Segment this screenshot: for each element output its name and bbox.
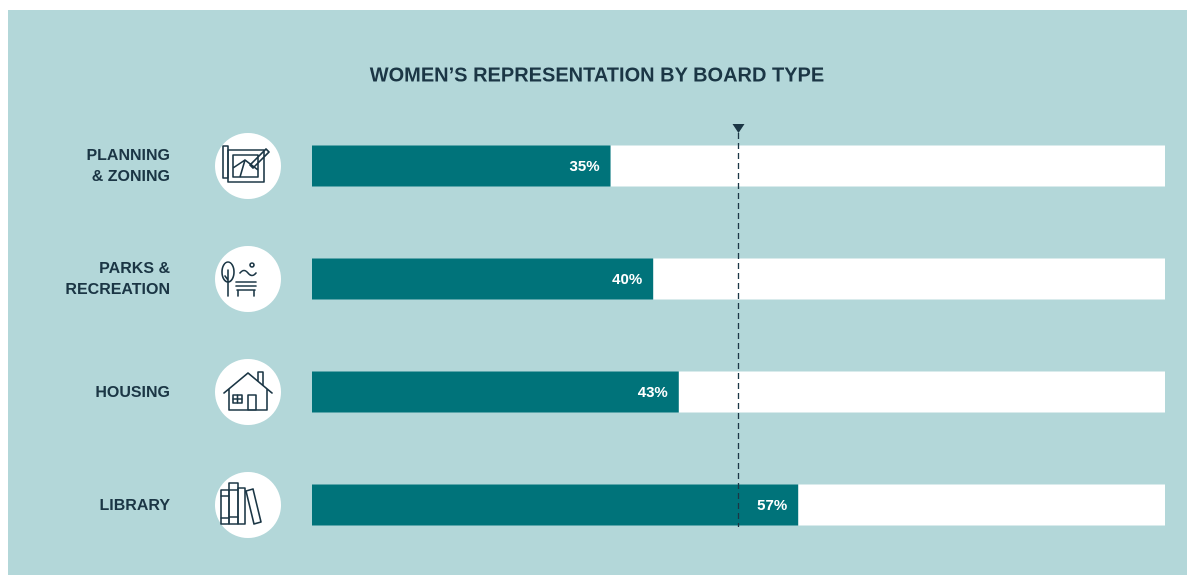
- category-label: HOUSING: [95, 383, 170, 401]
- bar: [312, 258, 654, 300]
- category-label: PARKS & RECREATION: [65, 260, 170, 298]
- value-label: 35%: [570, 158, 600, 175]
- icon-circle: [215, 246, 281, 312]
- reference-marker: [732, 124, 745, 133]
- planning-icon: [222, 145, 270, 183]
- icons: [215, 133, 281, 538]
- value-label: 40%: [612, 271, 642, 288]
- value-label: 57%: [757, 497, 787, 514]
- category-label: LIBRARY: [99, 496, 170, 514]
- value-label: 43%: [638, 384, 668, 401]
- bar: [312, 371, 679, 413]
- icon-circle: [215, 133, 281, 199]
- housing-icon: [223, 371, 273, 411]
- category-label: PLANNING & ZONING: [86, 147, 170, 185]
- bar: [312, 484, 799, 526]
- bar: [312, 145, 611, 187]
- icon-circle: [215, 472, 281, 538]
- library-icon: [220, 482, 262, 525]
- parks-icon: [221, 261, 257, 297]
- icon-circle: [215, 359, 281, 425]
- chart-title: WOMEN’S REPRESENTATION BY BOARD TYPE: [370, 64, 824, 86]
